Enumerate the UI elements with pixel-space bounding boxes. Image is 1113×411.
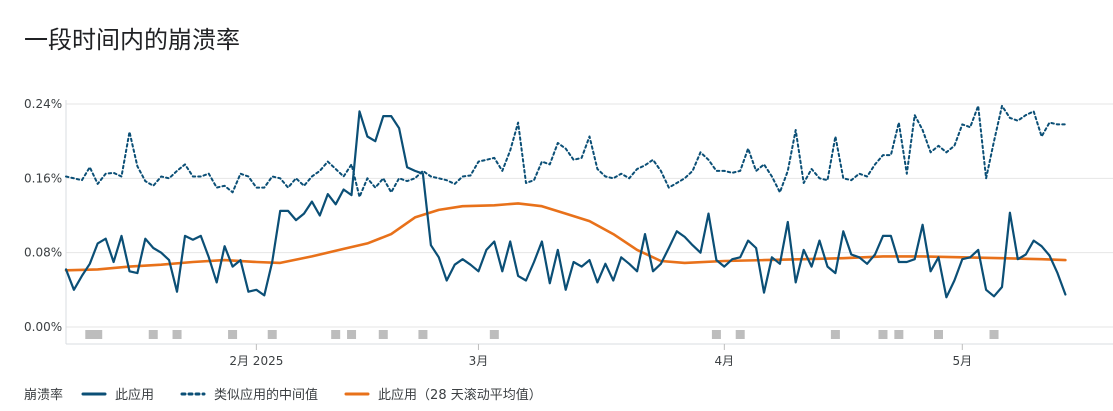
event-marker — [934, 330, 943, 339]
y-tick-label: 0.00% — [24, 320, 62, 334]
legend-item-label: 此应用（28 天滚动平均值） — [378, 388, 542, 403]
y-tick-label: 0.16% — [24, 171, 62, 185]
event-marker — [894, 330, 904, 339]
grid-lines — [66, 103, 1113, 328]
event-marker — [172, 330, 182, 339]
series-line-rolling-average — [64, 202, 1067, 272]
x-tick-label: 3月 — [469, 354, 489, 368]
event-marker — [378, 330, 388, 339]
y-tick-label: 0.24% — [24, 97, 62, 111]
event-marker — [331, 330, 341, 339]
event-marker — [830, 330, 840, 339]
event-marker — [228, 330, 238, 339]
event-marker — [148, 330, 158, 339]
series-line-peer-median — [65, 104, 1067, 198]
series-line-this-app — [64, 110, 1067, 299]
series-lines — [64, 104, 1067, 299]
legend-item-label: 类似应用的中间值 — [214, 388, 319, 403]
event-marker — [878, 330, 888, 339]
event-marker — [267, 330, 277, 339]
legend-swatch-solid — [81, 392, 107, 395]
event-marker — [989, 330, 999, 339]
crash-rate-chart: 0.00% 0.08% 0.16% 0.24% 2月 2025 3月 4月 5月 — [24, 97, 1113, 368]
legend-item-peer-median[interactable]: 类似应用的中间值 — [180, 384, 318, 403]
y-axis-ticks: 0.00% 0.08% 0.16% 0.24% — [24, 97, 62, 334]
legend-item-label: 此应用 — [115, 388, 155, 403]
event-marker — [711, 330, 721, 339]
event-marker — [85, 330, 95, 339]
event-marker — [735, 330, 745, 339]
legend: 崩溃率 此应用 类似应用的中间值 此应用（28 天滚动平均值） — [24, 384, 568, 403]
x-tick-label: 4月 — [715, 354, 735, 368]
chart-title: 一段时间内的崩溃率 — [24, 26, 240, 54]
x-tick-label: 5月 — [952, 354, 972, 368]
legend-swatch-dotted — [180, 392, 206, 395]
event-marker — [93, 330, 103, 339]
legend-label: 崩溃率 — [24, 388, 64, 403]
y-tick-label: 0.08% — [24, 246, 62, 260]
event-marker — [418, 330, 428, 339]
legend-item-rolling-average[interactable]: 此应用（28 天滚动平均值） — [344, 384, 542, 403]
x-axis: 2月 2025 3月 4月 5月 — [66, 343, 1113, 368]
x-tick-label: 2月 2025 — [229, 354, 283, 368]
legend-swatch-orange — [344, 392, 370, 395]
legend-item-this-app[interactable]: 此应用 — [81, 384, 154, 403]
event-marker — [347, 330, 357, 339]
event-marker — [489, 330, 499, 339]
event-markers — [65, 100, 999, 344]
